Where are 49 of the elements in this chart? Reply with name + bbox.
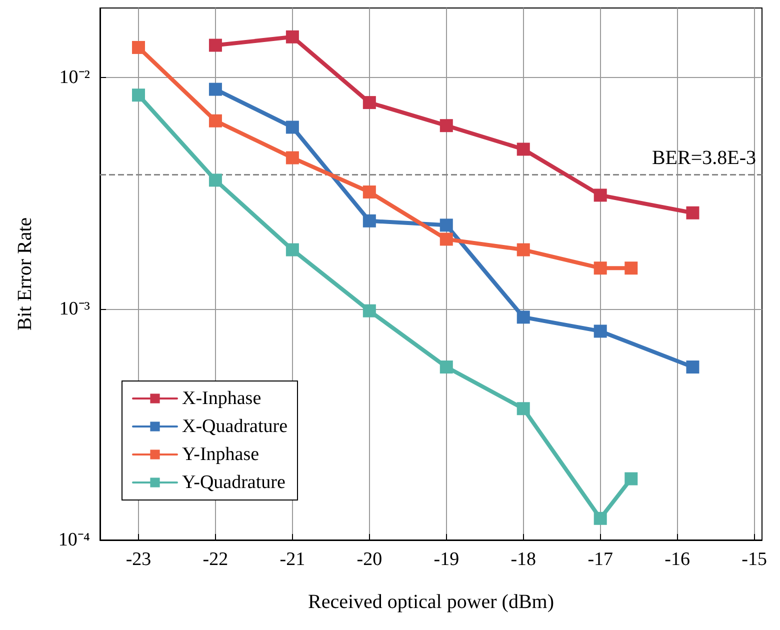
point (594, 188, 607, 202)
point (686, 360, 700, 374)
point (516, 310, 530, 324)
x-tick-label: -21 (280, 549, 306, 570)
point (362, 186, 376, 199)
x-tick-label: -23 (126, 549, 152, 570)
point (132, 88, 145, 102)
point (208, 38, 222, 52)
y-tick-label: 10⁻² (59, 67, 90, 88)
point (208, 114, 222, 128)
point (516, 402, 530, 416)
point (286, 243, 299, 256)
x-tick-label: -15 (742, 549, 767, 570)
point (440, 218, 453, 232)
y-tick-label: 10⁻³ (59, 298, 90, 320)
legend-label: X-Quadrature (182, 416, 288, 437)
legend-label: Y-Inphase (182, 444, 260, 465)
point (516, 142, 530, 156)
point (132, 40, 145, 54)
point (286, 120, 299, 134)
point (624, 472, 638, 486)
point (208, 82, 222, 96)
point (286, 151, 299, 164)
legend-label: Y-Quadrature (182, 472, 286, 493)
point (594, 324, 607, 338)
x-axis-title: Received optical power (dBm) (308, 591, 554, 613)
y-tick-label: 10⁻⁴ (58, 530, 90, 550)
y-axis-title: Bit Error Rate (14, 217, 36, 331)
point (208, 174, 222, 187)
point (624, 262, 638, 275)
legend-label: X-Inphase (182, 388, 262, 409)
point (594, 512, 607, 525)
x-tick-label: -20 (356, 549, 382, 570)
point (286, 30, 299, 44)
point (362, 214, 376, 228)
point (362, 304, 376, 318)
point (440, 360, 453, 374)
x-tick-label: -22 (202, 549, 228, 570)
x-tick-label: -19 (434, 549, 460, 570)
point (362, 96, 376, 110)
point (516, 243, 530, 256)
point (440, 232, 453, 246)
point (594, 262, 607, 275)
x-tick-label: -18 (510, 549, 536, 570)
ref-line-label: BER=3.8E-3 (652, 146, 756, 169)
x-tick-label: -17 (588, 549, 614, 570)
point (440, 119, 453, 132)
x-tick-label: -16 (664, 549, 690, 570)
point (686, 206, 700, 220)
